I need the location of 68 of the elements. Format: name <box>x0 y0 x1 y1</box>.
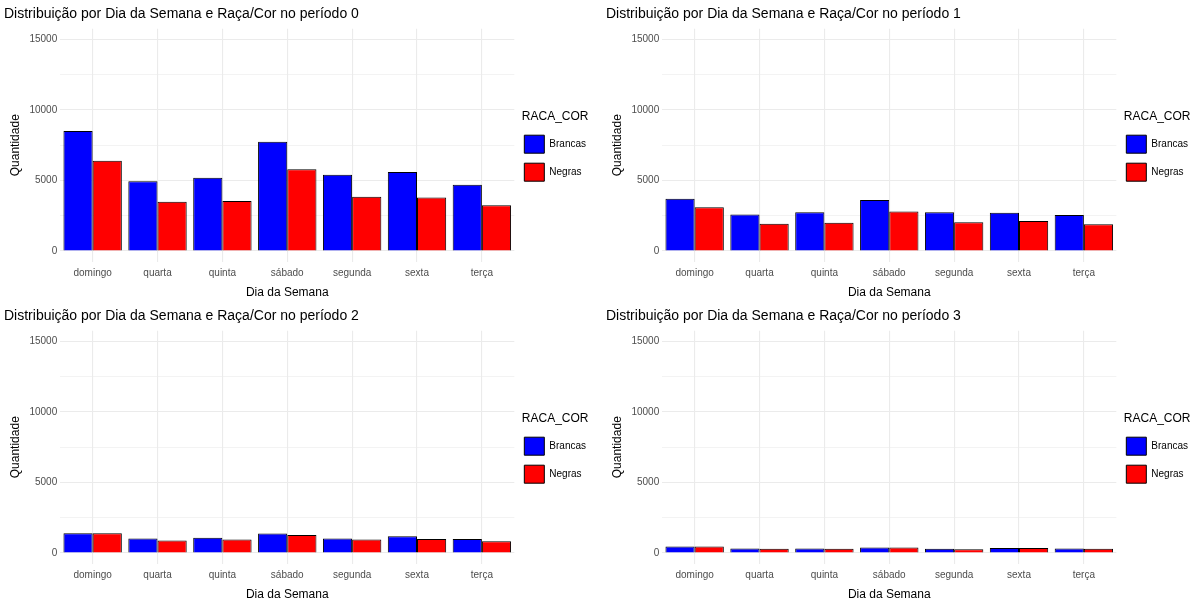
y-tick-label: 10000 <box>29 405 58 417</box>
x-tick-label: domingo <box>73 569 113 581</box>
x-tick-label: quarta <box>745 569 775 581</box>
x-axis-title: Dia da Semana <box>847 587 931 602</box>
legend-label: Brancas <box>549 137 586 149</box>
legend-label: Negras <box>549 467 582 479</box>
y-tick-label: 0 <box>51 546 58 558</box>
y-tick-label: 15000 <box>631 33 660 45</box>
chart-title: Distribuição por Dia da Semana e Raça/Cor no período 1 <box>606 5 962 22</box>
legend-label: Brancas <box>1151 439 1188 451</box>
x-tick-label: quinta <box>810 569 839 581</box>
x-tick-label: quinta <box>208 267 237 279</box>
x-tick-label: sábado <box>270 267 305 279</box>
y-tick-label: 0 <box>51 244 58 256</box>
x-tick-label: quarta <box>143 569 173 581</box>
legend-title: RACA_COR <box>1123 411 1191 426</box>
chart-title: Distribuição por Dia da Semana e Raça/Cor no período 2 <box>4 307 360 324</box>
chart-title: Distribuição por Dia da Semana e Raça/Cor no período 0 <box>4 5 360 22</box>
y-tick-label: 0 <box>653 546 660 558</box>
x-tick-label: quarta <box>143 267 173 279</box>
x-tick-label: segunda <box>934 267 974 279</box>
y-tick-label: 5000 <box>34 476 58 488</box>
x-tick-label: sexta <box>1007 267 1032 279</box>
y-tick-label: 10000 <box>631 103 660 115</box>
x-tick-label: sexta <box>1007 569 1032 581</box>
legend-label: Negras <box>549 165 582 177</box>
legend-label: Brancas <box>1151 137 1188 149</box>
y-tick-label: 5000 <box>34 174 58 186</box>
legend-label: Negras <box>1151 467 1184 479</box>
x-tick-label: quarta <box>745 267 775 279</box>
y-tick-label: 0 <box>653 244 660 256</box>
y-tick-label: 5000 <box>636 174 660 186</box>
x-tick-label: quinta <box>810 267 839 279</box>
legend-title: RACA_COR <box>521 109 589 124</box>
x-tick-label: sábado <box>872 569 907 581</box>
x-tick-label: segunda <box>332 267 372 279</box>
chart-title: Distribuição por Dia da Semana e Raça/Cor no período 3 <box>606 307 962 324</box>
y-tick-label: 10000 <box>631 405 660 417</box>
y-tick-label: 15000 <box>29 33 58 45</box>
y-axis-title: Quantidade <box>7 113 22 177</box>
legend-title: RACA_COR <box>1123 109 1191 124</box>
x-tick-label: terça <box>1072 569 1096 581</box>
x-axis-title: Dia da Semana <box>245 285 329 300</box>
legend-label: Negras <box>1151 165 1184 177</box>
y-axis-title: Quantidade <box>609 415 624 479</box>
x-axis-title: Dia da Semana <box>245 587 329 602</box>
x-tick-label: domingo <box>675 267 715 279</box>
x-tick-label: domingo <box>73 267 113 279</box>
y-tick-label: 5000 <box>636 476 660 488</box>
x-axis-title: Dia da Semana <box>847 285 931 300</box>
x-tick-label: sábado <box>872 267 907 279</box>
x-tick-label: sexta <box>405 569 430 581</box>
legend-title: RACA_COR <box>521 411 589 426</box>
x-tick-label: domingo <box>675 569 715 581</box>
y-axis-title: Quantidade <box>7 415 22 479</box>
y-tick-label: 10000 <box>29 103 58 115</box>
x-tick-label: terça <box>470 569 494 581</box>
legend-label: Brancas <box>549 439 586 451</box>
x-tick-label: terça <box>1072 267 1096 279</box>
y-tick-label: 15000 <box>631 335 660 347</box>
x-tick-label: segunda <box>332 569 372 581</box>
x-tick-label: segunda <box>934 569 974 581</box>
y-axis-title: Quantidade <box>609 113 624 177</box>
x-tick-label: sábado <box>270 569 305 581</box>
x-tick-label: quinta <box>208 569 237 581</box>
x-tick-label: sexta <box>405 267 430 279</box>
y-tick-label: 15000 <box>29 335 58 347</box>
x-tick-label: terça <box>470 267 494 279</box>
